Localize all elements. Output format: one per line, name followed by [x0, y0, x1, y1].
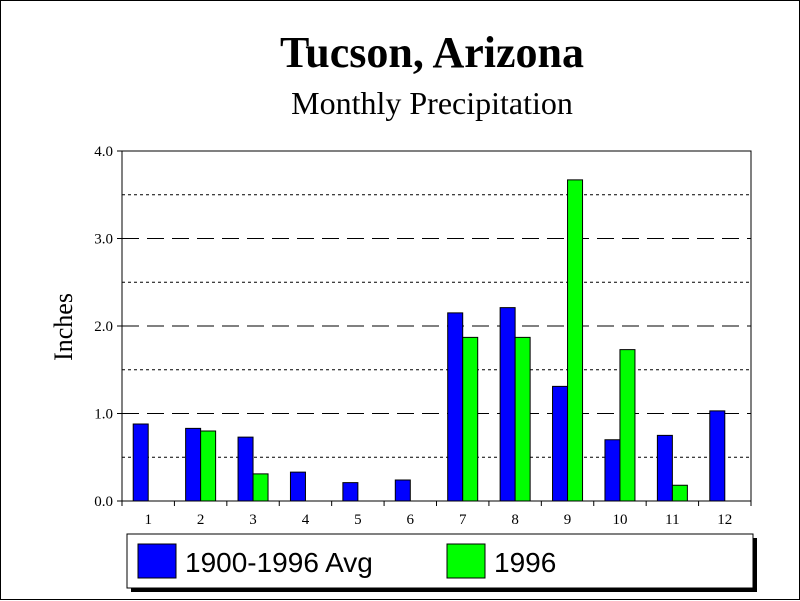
x-tick-label: 9: [564, 512, 572, 528]
bar-avg-7: [447, 312, 464, 502]
x-tick-label: 3: [249, 512, 257, 528]
y-tick-label: 0.0: [94, 494, 113, 510]
legend: 1900-1996 Avg 1996: [126, 533, 757, 592]
bar-avg-4: [289, 471, 306, 502]
x-tick-label: 7: [459, 512, 467, 528]
bar-avg-11: [656, 434, 673, 502]
x-tick-label: 10: [612, 512, 627, 528]
bar-avg-3: [237, 436, 254, 502]
bar-1996-11: [671, 484, 688, 502]
x-tick-label: 2: [197, 512, 205, 528]
bar-1996-9: [567, 179, 584, 502]
legend-label-1996: 1996: [494, 547, 556, 578]
y-axis-label: Inches: [49, 293, 78, 361]
y-tick-label: 1.0: [94, 407, 113, 423]
chart-subtitle: Monthly Precipitation: [291, 85, 573, 121]
x-tick-label: 4: [302, 512, 310, 528]
bar-1996-3: [252, 473, 269, 502]
bar-avg-1: [132, 423, 149, 502]
y-tick-label: 4.0: [94, 144, 113, 160]
x-tick-label: 8: [511, 512, 519, 528]
bar-avg-2: [185, 427, 202, 502]
legend-label-avg: 1900-1996 Avg: [185, 547, 373, 578]
plot-area: 0.01.02.03.04.01 2 3 4 5 6 7 8 9 10 11 12: [94, 144, 752, 528]
bar-avg-6: [394, 479, 411, 502]
bar-1996-8: [514, 336, 531, 502]
x-tick-label: 12: [717, 512, 732, 528]
bar-1996-7: [462, 336, 479, 502]
bar-1996-10: [619, 349, 636, 502]
x-tick-label: 1: [144, 512, 152, 528]
bar-avg-12: [709, 410, 726, 502]
chart-title: Tucson, Arizona: [280, 28, 584, 77]
x-tick-label: 6: [407, 512, 415, 528]
bar-1996-2: [200, 430, 217, 502]
x-tick-label: 11: [665, 512, 679, 528]
x-tick-label: 5: [354, 512, 362, 528]
legend-box: [126, 533, 754, 589]
legend-swatch-1996: [446, 543, 486, 579]
bar-avg-9: [552, 385, 569, 502]
y-tick-label: 3.0: [94, 232, 113, 248]
bar-avg-8: [499, 307, 516, 502]
y-tick-label: 2.0: [94, 319, 113, 335]
bar-avg-10: [604, 439, 621, 502]
bar-avg-5: [342, 482, 359, 502]
legend-swatch-avg: [137, 543, 177, 579]
